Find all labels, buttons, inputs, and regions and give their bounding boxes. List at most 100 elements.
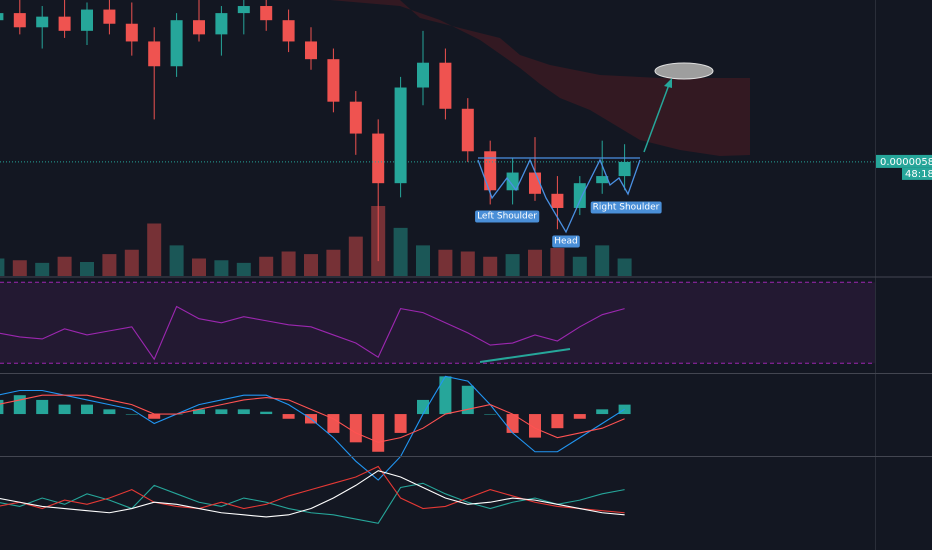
candle-body xyxy=(260,6,273,21)
rsi-band xyxy=(0,282,875,364)
candle-body xyxy=(13,13,26,28)
macd-histogram-bar xyxy=(327,414,340,433)
volume-bar xyxy=(505,254,520,276)
annotation-box xyxy=(590,201,662,214)
plots xyxy=(0,0,875,524)
annotation: Head xyxy=(554,237,578,247)
macd-histogram-bar xyxy=(193,409,205,415)
candle-body xyxy=(618,161,631,177)
candle-body xyxy=(506,172,519,191)
volume-bar xyxy=(147,223,162,276)
candle-body xyxy=(0,13,4,21)
candle-body xyxy=(439,62,452,109)
signal-line xyxy=(0,394,625,443)
macd-histogram-bar xyxy=(484,414,497,415)
volume-bar xyxy=(460,251,475,276)
macd-histogram-bar xyxy=(0,399,4,415)
volume-bar xyxy=(617,258,632,276)
volume-bar xyxy=(259,256,274,276)
volume-bar xyxy=(169,245,184,276)
candle-body xyxy=(484,151,497,191)
candle-body xyxy=(372,133,385,184)
macd-histogram-bar xyxy=(349,414,362,443)
volume-bar xyxy=(192,258,206,276)
volume-bar xyxy=(416,245,430,276)
volume-bar xyxy=(57,256,72,276)
volume-bar xyxy=(281,251,296,276)
volume-bar xyxy=(102,254,117,276)
adx-line xyxy=(0,470,625,518)
macd-line xyxy=(0,375,625,481)
volume-bar xyxy=(595,245,610,276)
volume-bar xyxy=(348,236,363,276)
countdown: 48:18 xyxy=(905,169,932,180)
volume-bar xyxy=(393,227,408,276)
annotation-box xyxy=(475,210,540,223)
arrow-head xyxy=(664,78,672,88)
macd-histogram-bar xyxy=(529,414,541,438)
volume-bar xyxy=(438,249,453,276)
macd-histogram-bar xyxy=(148,414,161,419)
volume-bar xyxy=(326,249,341,276)
macd-histogram-bar xyxy=(439,376,452,415)
candle-body xyxy=(394,87,407,184)
volume-bar xyxy=(236,262,251,276)
ichimoku-cloud xyxy=(320,0,750,156)
macd-histogram-bar xyxy=(125,414,138,415)
candle-body xyxy=(81,9,93,31)
macd-histogram-bar xyxy=(596,409,609,415)
macd-histogram-bar xyxy=(506,414,519,433)
minus-di-line xyxy=(0,465,625,514)
volume-bar xyxy=(0,258,5,276)
volume-bar xyxy=(550,248,565,276)
macd-histogram-bar xyxy=(461,385,474,415)
candle-body xyxy=(125,23,138,42)
volume-bar xyxy=(35,262,50,276)
candle-body xyxy=(36,16,49,28)
rsi-pane xyxy=(0,277,875,373)
volume-bar xyxy=(124,249,139,276)
macd-histogram-bar xyxy=(36,399,49,415)
macd-histogram-bar xyxy=(372,414,385,452)
macd-histogram-bar xyxy=(58,404,71,415)
countdown-box xyxy=(902,167,932,180)
volume-bar xyxy=(80,262,94,276)
macd-histogram-bar xyxy=(13,395,26,415)
plus-di-line xyxy=(0,482,625,524)
volume-bar xyxy=(12,260,27,276)
annotation: Left Shoulder xyxy=(477,212,537,222)
macd-histogram-bar xyxy=(260,411,273,415)
volume-bar xyxy=(572,256,587,276)
candle-body xyxy=(573,183,586,208)
candle-body xyxy=(349,101,362,134)
annotation-box xyxy=(552,235,580,248)
macd-histogram-bar xyxy=(81,404,93,415)
pattern-outline xyxy=(477,158,641,234)
candle-body xyxy=(103,9,116,24)
candle-body xyxy=(461,108,474,152)
axes: 0.0000058448:18 xyxy=(876,154,932,180)
macd-histogram-bar xyxy=(215,409,228,415)
annotations: Left Shoulder Head Right Shoulder xyxy=(475,201,662,248)
candle-body xyxy=(282,20,295,42)
volume-bar xyxy=(483,256,498,276)
macd-histogram-bar xyxy=(282,414,295,419)
last-price-box xyxy=(876,154,932,168)
candle-body xyxy=(417,62,429,88)
candle-body xyxy=(596,176,609,184)
candle-body xyxy=(148,41,161,67)
candle-body xyxy=(305,41,317,60)
volume-bar xyxy=(304,254,318,276)
candle-body xyxy=(58,16,71,31)
candle-body xyxy=(237,6,250,14)
candle-body xyxy=(327,59,340,102)
rsi-line xyxy=(0,305,625,361)
macd-histogram-bar xyxy=(237,409,250,415)
candle-body xyxy=(170,20,183,67)
macd-histogram-bar xyxy=(551,414,564,429)
macd-histogram-bar xyxy=(417,399,429,415)
volume-bar xyxy=(528,249,542,276)
